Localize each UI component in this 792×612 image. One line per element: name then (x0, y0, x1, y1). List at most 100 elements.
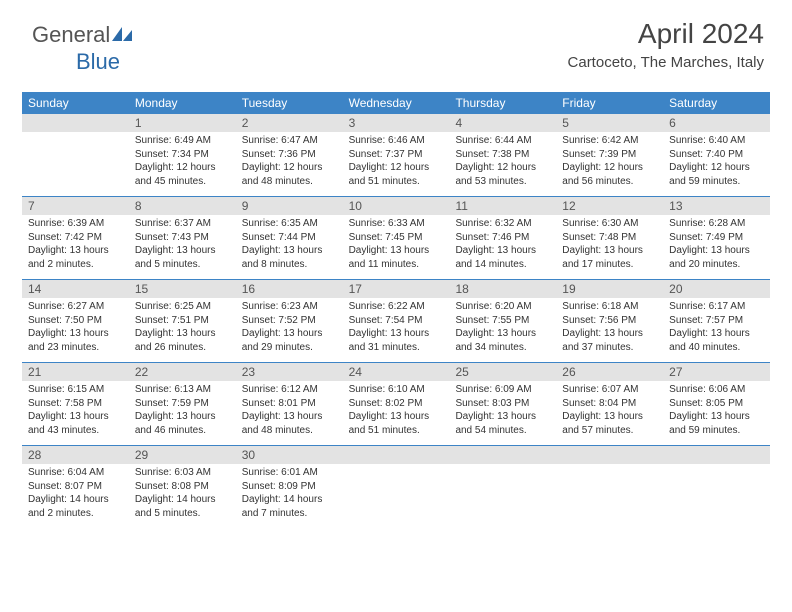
daylight-text: Daylight: 12 hours and 51 minutes. (349, 161, 444, 188)
day-number: 3 (343, 114, 450, 132)
sunrise-text: Sunrise: 6:37 AM (135, 217, 230, 231)
sunset-text: Sunset: 8:04 PM (562, 397, 657, 411)
day-number: 16 (236, 280, 343, 298)
sunset-text: Sunset: 7:55 PM (455, 314, 550, 328)
day-number: 9 (236, 197, 343, 215)
sunrise-text: Sunrise: 6:32 AM (455, 217, 550, 231)
day-number: 8 (129, 197, 236, 215)
day-cell-body: Sunrise: 6:49 AMSunset: 7:34 PMDaylight:… (129, 132, 236, 194)
daylight-text: Daylight: 13 hours and 46 minutes. (135, 410, 230, 437)
daylight-text: Daylight: 13 hours and 51 minutes. (349, 410, 444, 437)
logo-text-1: General (32, 22, 110, 47)
day-number (556, 446, 663, 464)
sunset-text: Sunset: 7:57 PM (669, 314, 764, 328)
week-row: Sunrise: 6:27 AMSunset: 7:50 PMDaylight:… (22, 298, 770, 360)
day-number: 12 (556, 197, 663, 215)
day-number: 24 (343, 363, 450, 381)
daylight-text: Daylight: 13 hours and 34 minutes. (455, 327, 550, 354)
day-cell-body: Sunrise: 6:44 AMSunset: 7:38 PMDaylight:… (449, 132, 556, 194)
sunset-text: Sunset: 8:02 PM (349, 397, 444, 411)
week-row: Sunrise: 6:04 AMSunset: 8:07 PMDaylight:… (22, 464, 770, 526)
sunrise-text: Sunrise: 6:47 AM (242, 134, 337, 148)
logo-sail-icon (112, 23, 134, 49)
week-row: Sunrise: 6:39 AMSunset: 7:42 PMDaylight:… (22, 215, 770, 277)
day-cell-body: Sunrise: 6:23 AMSunset: 7:52 PMDaylight:… (236, 298, 343, 360)
day-number: 23 (236, 363, 343, 381)
day-cell-body: Sunrise: 6:35 AMSunset: 7:44 PMDaylight:… (236, 215, 343, 277)
sunset-text: Sunset: 7:54 PM (349, 314, 444, 328)
sunset-text: Sunset: 7:44 PM (242, 231, 337, 245)
sunset-text: Sunset: 7:43 PM (135, 231, 230, 245)
day-header: Sunday (22, 92, 129, 114)
day-cell-body: Sunrise: 6:09 AMSunset: 8:03 PMDaylight:… (449, 381, 556, 443)
day-cell: Sunrise: 6:18 AMSunset: 7:56 PMDaylight:… (556, 298, 663, 360)
sunrise-text: Sunrise: 6:18 AM (562, 300, 657, 314)
page-title: April 2024 (568, 18, 764, 50)
daylight-text: Daylight: 13 hours and 17 minutes. (562, 244, 657, 271)
day-number: 17 (343, 280, 450, 298)
sunset-text: Sunset: 7:34 PM (135, 148, 230, 162)
day-cell (22, 132, 129, 194)
day-cell-body: Sunrise: 6:27 AMSunset: 7:50 PMDaylight:… (22, 298, 129, 360)
day-cell-body (449, 464, 556, 520)
daylight-text: Daylight: 13 hours and 59 minutes. (669, 410, 764, 437)
sunrise-text: Sunrise: 6:27 AM (28, 300, 123, 314)
sunrise-text: Sunrise: 6:49 AM (135, 134, 230, 148)
day-cell-body: Sunrise: 6:12 AMSunset: 8:01 PMDaylight:… (236, 381, 343, 443)
logo-text-2: Blue (76, 49, 120, 74)
day-cell: Sunrise: 6:39 AMSunset: 7:42 PMDaylight:… (22, 215, 129, 277)
sunset-text: Sunset: 7:59 PM (135, 397, 230, 411)
day-cell-body: Sunrise: 6:10 AMSunset: 8:02 PMDaylight:… (343, 381, 450, 443)
sunrise-text: Sunrise: 6:17 AM (669, 300, 764, 314)
daylight-text: Daylight: 13 hours and 20 minutes. (669, 244, 764, 271)
day-cell-body (556, 464, 663, 520)
day-number: 18 (449, 280, 556, 298)
day-cell-body (343, 464, 450, 520)
day-cell: Sunrise: 6:25 AMSunset: 7:51 PMDaylight:… (129, 298, 236, 360)
day-cell: Sunrise: 6:30 AMSunset: 7:48 PMDaylight:… (556, 215, 663, 277)
day-number: 13 (663, 197, 770, 215)
day-cell-body: Sunrise: 6:15 AMSunset: 7:58 PMDaylight:… (22, 381, 129, 443)
week-row: Sunrise: 6:49 AMSunset: 7:34 PM Daylight:… (22, 132, 770, 194)
day-number: 30 (236, 446, 343, 464)
sunrise-text: Sunrise: 6:20 AM (455, 300, 550, 314)
sunrise-text: Sunrise: 6:03 AM (135, 466, 230, 480)
day-cell-body: Sunrise: 6:46 AMSunset: 7:37 PMDaylight:… (343, 132, 450, 194)
day-cell: Sunrise: 6:32 AMSunset: 7:46 PMDaylight:… (449, 215, 556, 277)
day-header: Tuesday (236, 92, 343, 114)
day-number: 4 (449, 114, 556, 132)
daylight-text: Daylight: 14 hours and 5 minutes. (135, 493, 230, 520)
daylight-text: Daylight: 12 hours and 56 minutes. (562, 161, 657, 188)
daynum-row: 123456 (22, 114, 770, 132)
day-number: 28 (22, 446, 129, 464)
sunrise-text: Sunrise: 6:46 AM (349, 134, 444, 148)
sunrise-text: Sunrise: 6:15 AM (28, 383, 123, 397)
day-cell: Sunrise: 6:20 AMSunset: 7:55 PMDaylight:… (449, 298, 556, 360)
day-cell-body: Sunrise: 6:40 AMSunset: 7:40 PMDaylight:… (663, 132, 770, 194)
day-cell: Sunrise: 6:09 AMSunset: 8:03 PMDaylight:… (449, 381, 556, 443)
day-number: 11 (449, 197, 556, 215)
day-cell: Sunrise: 6:03 AMSunset: 8:08 PMDaylight:… (129, 464, 236, 526)
sunset-text: Sunset: 7:45 PM (349, 231, 444, 245)
day-header: Monday (129, 92, 236, 114)
sunrise-text: Sunrise: 6:23 AM (242, 300, 337, 314)
day-cell-body: Sunrise: 6:03 AMSunset: 8:08 PMDaylight:… (129, 464, 236, 526)
sunset-text: Sunset: 8:09 PM (242, 480, 337, 494)
day-cell (343, 464, 450, 526)
location-text: Cartoceto, The Marches, Italy (568, 54, 764, 71)
sunset-text: Sunset: 7:56 PM (562, 314, 657, 328)
sunrise-text: Sunrise: 6:10 AM (349, 383, 444, 397)
sunset-text: Sunset: 7:48 PM (562, 231, 657, 245)
day-cell (663, 464, 770, 526)
sunrise-text: Sunrise: 6:25 AM (135, 300, 230, 314)
sunrise-text: Sunrise: 6:40 AM (669, 134, 764, 148)
daylight-text: Daylight: 13 hours and 8 minutes. (242, 244, 337, 271)
day-number: 27 (663, 363, 770, 381)
sunset-text: Sunset: 7:58 PM (28, 397, 123, 411)
day-cell: Sunrise: 6:49 AMSunset: 7:34 PMDaylight:… (129, 132, 236, 194)
day-number: 1 (129, 114, 236, 132)
sunrise-text: Sunrise: 6:06 AM (669, 383, 764, 397)
daylight-text: Daylight: 12 hours and 59 minutes. (669, 161, 764, 188)
daylight-text: Daylight: 13 hours and 26 minutes. (135, 327, 230, 354)
calendar: Sunday Monday Tuesday Wednesday Thursday… (22, 92, 770, 526)
